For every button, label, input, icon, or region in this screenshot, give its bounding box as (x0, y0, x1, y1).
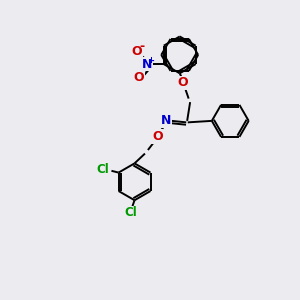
Text: Cl: Cl (124, 206, 137, 219)
Text: O: O (152, 130, 163, 143)
Text: O: O (177, 76, 188, 89)
Text: Cl: Cl (97, 163, 110, 176)
Text: O: O (132, 45, 142, 58)
Text: N: N (142, 58, 153, 70)
Text: +: + (147, 56, 154, 65)
Text: N: N (161, 114, 172, 128)
Text: -: - (140, 40, 145, 53)
Text: O: O (133, 71, 144, 84)
